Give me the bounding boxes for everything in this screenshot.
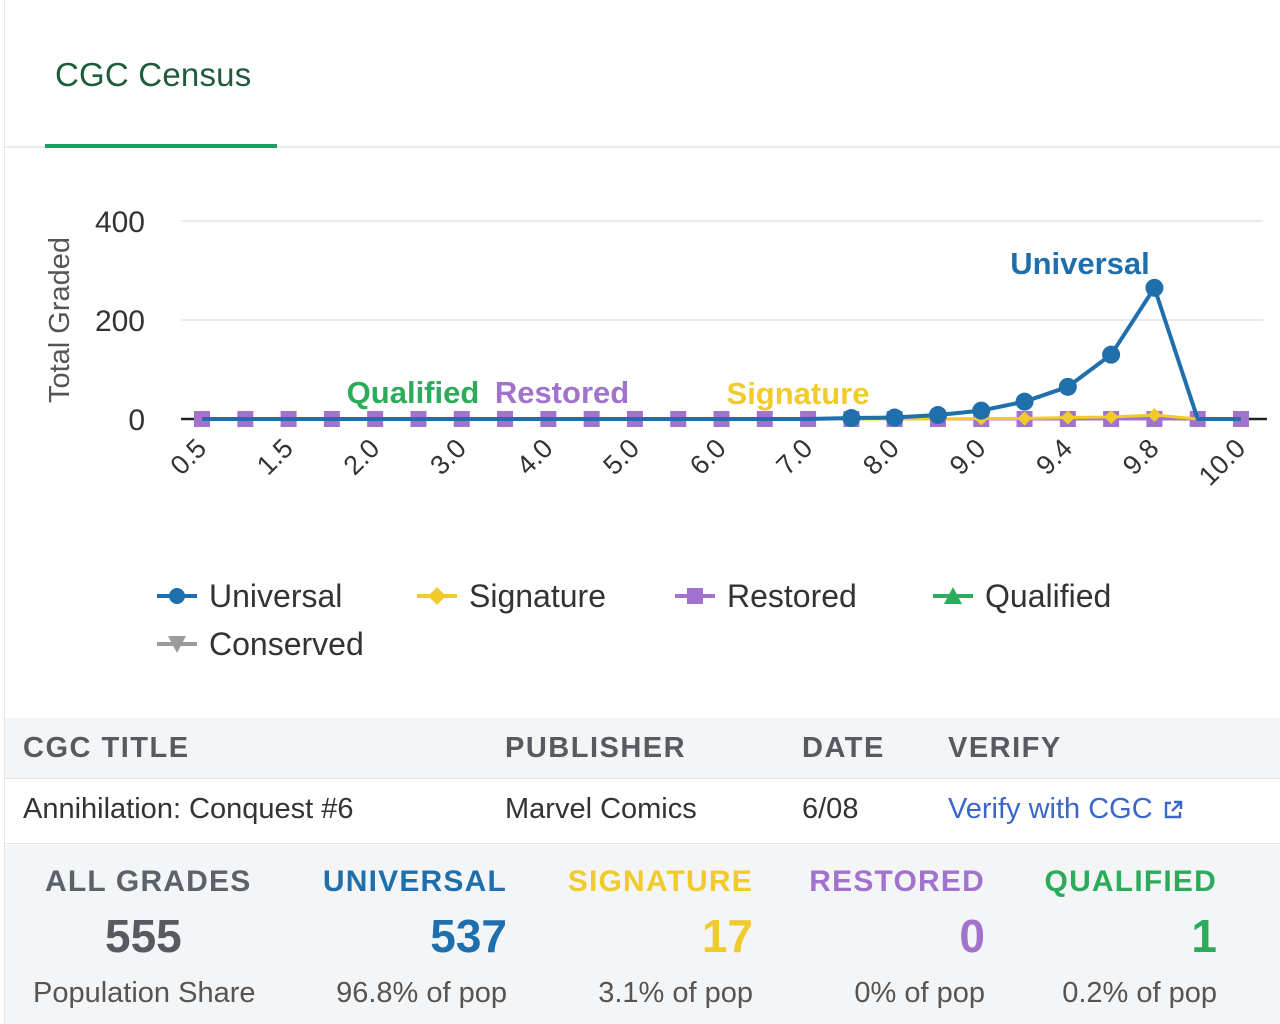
legend-label-conserved: Conserved <box>209 625 364 662</box>
y-tick-label-400: 400 <box>95 206 145 239</box>
verify-link-label: Verify with CGC <box>948 793 1153 825</box>
point-universal-9.8 <box>1145 278 1164 297</box>
header-date: DATE <box>802 732 885 764</box>
annotation-qualified: Qualified <box>347 375 480 410</box>
chart-series <box>194 278 1249 428</box>
y-axis-label: Total Graded <box>44 237 76 403</box>
legend-item-restored[interactable]: Restored <box>673 576 857 616</box>
x-tick-label-9.8: 9.8 <box>1117 433 1165 481</box>
point-universal-8.0 <box>885 408 904 427</box>
external-link-icon <box>1164 800 1182 818</box>
stat-qualified: QUALIFIED 1 0.2% of pop <box>1045 845 1217 1024</box>
legend-item-universal[interactable]: Universal <box>155 576 342 616</box>
census-line-chart: Total Graded 0 200 400 0.5 1.5 2.0 3.0 4.0 5.0 6… <box>44 206 1267 491</box>
info-table-header: CGC TITLE PUBLISHER DATE VERIFY <box>5 718 1280 779</box>
stat-label-signature: SIGNATURE <box>567 865 753 898</box>
annotation-restored: Restored <box>495 375 629 410</box>
stat-sub-universal: 96.8% of pop <box>336 977 507 1009</box>
x-tick-label-4.0: 4.0 <box>511 433 559 481</box>
tab-bar: CGC Census <box>5 0 1280 148</box>
header-cgc-title: CGC TITLE <box>23 732 190 764</box>
tab-label: CGC Census <box>55 56 252 93</box>
x-tick-label-6.0: 6.0 <box>684 433 732 481</box>
point-signature-9.8 <box>1147 408 1162 423</box>
grade-stats-panel: ALL GRADES 555 Population Share UNIVERSA… <box>5 845 1280 1024</box>
x-tick-label-1.5: 1.5 <box>251 433 299 481</box>
census-card: CGC Census Total Graded 0 200 400 0.5 1.5 2.… <box>4 0 1280 1024</box>
stat-sub-signature: 3.1% of pop <box>598 977 753 1009</box>
stat-label-restored: RESTORED <box>809 865 985 898</box>
point-universal-8.5 <box>928 406 947 425</box>
cell-publisher: Marvel Comics <box>505 793 697 825</box>
stat-label-all-grades: ALL GRADES <box>45 865 252 898</box>
stat-sub-restored: 0% of pop <box>854 977 985 1009</box>
verify-with-cgc-link[interactable]: Verify with CGC <box>948 793 1185 826</box>
x-tick-label-9.0: 9.0 <box>944 433 992 481</box>
x-tick-label-3.0: 3.0 <box>424 433 472 481</box>
legend-label-signature: Signature <box>469 577 606 614</box>
tab-active-indicator <box>45 144 277 148</box>
legend-item-conserved[interactable]: Conserved <box>155 624 364 664</box>
annotation-signature: Signature <box>727 376 870 411</box>
stat-sub-all-grades: Population Share <box>33 977 256 1009</box>
stat-label-qualified: QUALIFIED <box>1044 865 1217 898</box>
stat-universal: UNIVERSAL 537 96.8% of pop <box>321 845 507 1024</box>
legend-marker-signature <box>417 587 457 605</box>
stat-sub-qualified: 0.2% of pop <box>1062 977 1217 1009</box>
point-universal-9.6 <box>1102 345 1121 364</box>
point-universal-9.4 <box>1058 377 1077 396</box>
point-signature-9.4 <box>1060 410 1075 425</box>
header-publisher: PUBLISHER <box>505 732 687 764</box>
x-tick-label-0.5: 0.5 <box>164 433 212 481</box>
y-tick-label-200: 200 <box>95 305 145 338</box>
legend-marker-qualified <box>933 587 973 604</box>
legend-marker-universal <box>157 588 197 604</box>
point-signature-9.2 <box>1017 411 1032 426</box>
stat-value-universal: 537 <box>430 910 507 962</box>
chart-annotations: Universal Signature Restored Qualified <box>347 246 1150 411</box>
point-universal-7.5 <box>842 409 861 428</box>
legend-item-qualified[interactable]: Qualified <box>931 576 1111 616</box>
x-tick-label-9.4: 9.4 <box>1030 433 1078 481</box>
stat-restored: RESTORED 0 0% of pop <box>809 845 985 1024</box>
cell-title: Annihilation: Conquest #6 <box>23 793 354 825</box>
legend-label-qualified: Qualified <box>985 577 1112 614</box>
x-tick-label-5.0: 5.0 <box>597 433 645 481</box>
stat-value-restored: 0 <box>959 910 985 962</box>
chart-legend: Universal Signature Restored Qualified <box>155 576 1155 676</box>
cell-date: 6/08 <box>802 793 859 825</box>
point-universal-9.0 <box>972 401 991 420</box>
tab-cgc-census[interactable]: CGC Census <box>45 0 277 148</box>
x-tick-label-2.0: 2.0 <box>338 433 386 481</box>
legend-item-signature[interactable]: Signature <box>415 576 606 616</box>
legend-marker-restored <box>675 588 715 604</box>
header-verify: VERIFY <box>948 732 1062 764</box>
legend-label-universal: Universal <box>209 577 343 614</box>
stat-value-signature: 17 <box>701 910 753 962</box>
x-axis-ticks: 0.5 1.5 2.0 3.0 4.0 5.0 6.0 7.0 8.0 9.0 9.4 9.8 10.0 <box>164 433 1251 491</box>
stat-value-all-grades: 555 <box>105 910 182 962</box>
x-tick-label-8.0: 8.0 <box>857 433 905 481</box>
legend-label-restored: Restored <box>727 577 857 614</box>
y-axis-ticks: 0 200 400 <box>95 206 145 437</box>
stat-signature: SIGNATURE 17 3.1% of pop <box>565 845 753 1024</box>
annotation-universal: Universal <box>1010 246 1150 281</box>
table-row: Annihilation: Conquest #6 Marvel Comics … <box>5 779 1280 844</box>
stat-value-qualified: 1 <box>1191 910 1217 962</box>
legend-marker-conserved <box>157 636 197 653</box>
y-tick-label-0: 0 <box>128 404 145 437</box>
point-signature-9.6 <box>1104 410 1119 425</box>
stat-all-grades: ALL GRADES 555 Population Share <box>33 845 263 1024</box>
x-tick-label-10.0: 10.0 <box>1193 433 1251 491</box>
point-universal-9.2 <box>1015 392 1034 411</box>
x-tick-label-7.0: 7.0 <box>771 433 819 481</box>
stat-label-universal: UNIVERSAL <box>322 865 507 898</box>
